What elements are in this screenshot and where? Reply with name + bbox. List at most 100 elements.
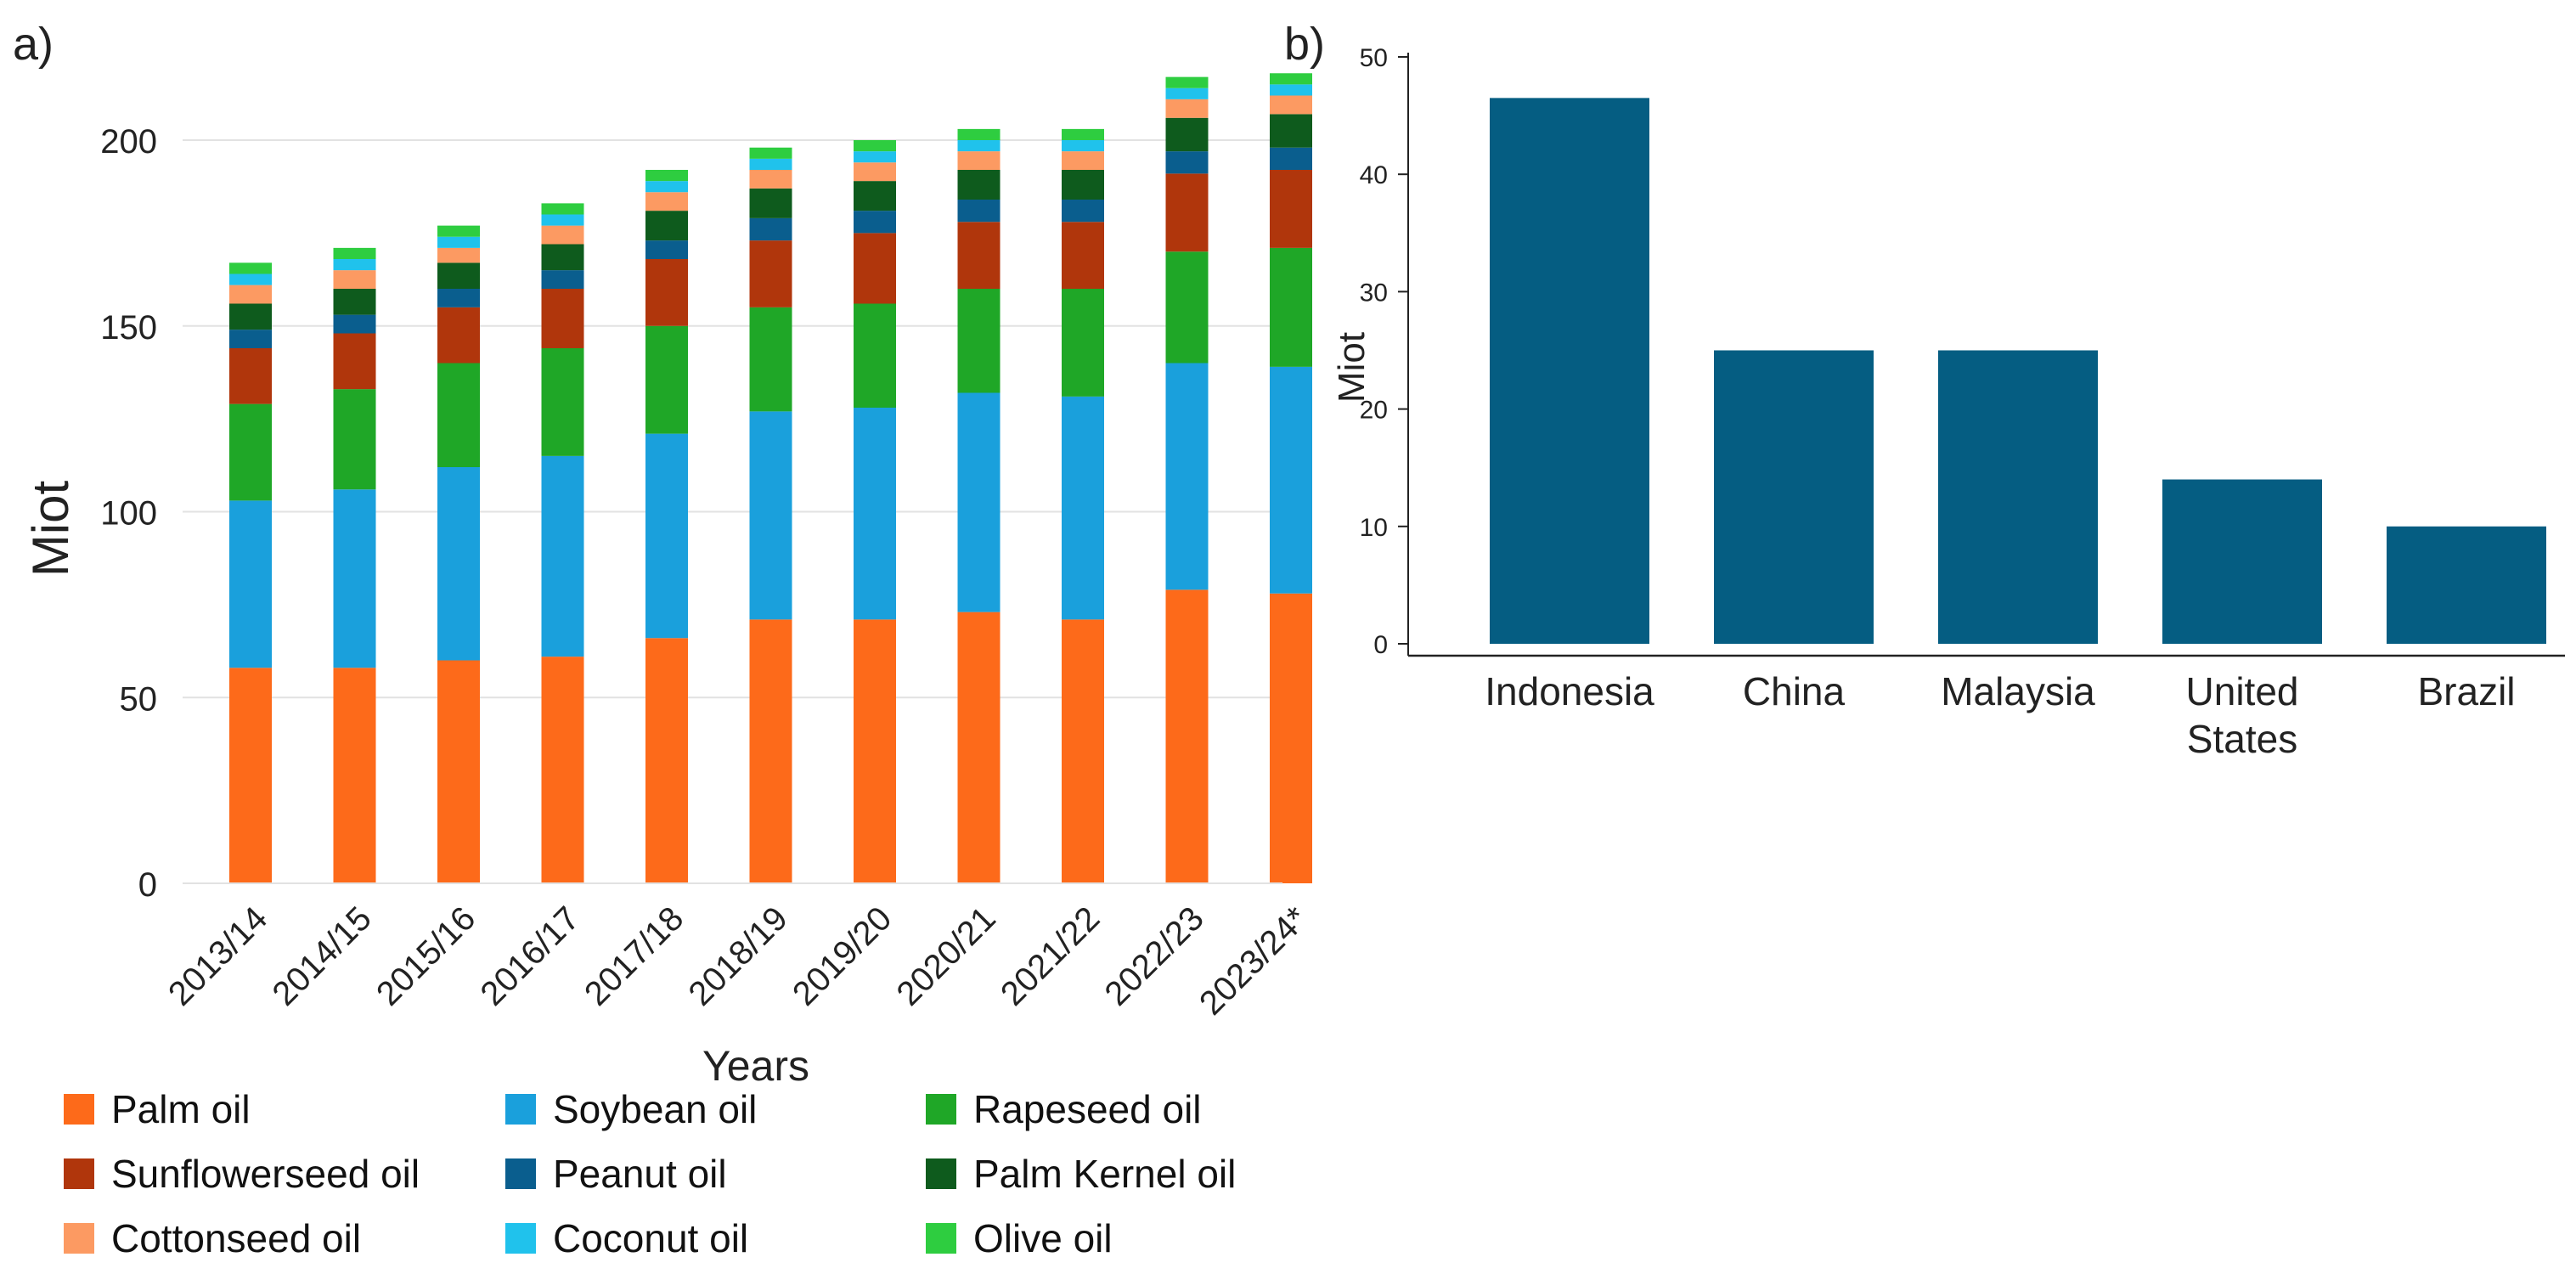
bar-peanut-oil-2013-14 bbox=[229, 330, 272, 348]
bar-sunflowerseed-oil-2019-20 bbox=[854, 233, 896, 304]
bar-stack-2015-16 bbox=[437, 225, 480, 883]
panel-b-y-ticks: 0 10 20 30 40 50 bbox=[1360, 44, 1408, 659]
bar-cottonseed-oil-2023-24 bbox=[1270, 95, 1312, 115]
x-tick-label-2013-14: 2013/14 bbox=[161, 899, 274, 1012]
bar-sunflowerseed-oil-2014-15 bbox=[333, 333, 376, 390]
y-tick-label-50: 50 bbox=[1360, 44, 1388, 72]
bar-peanut-oil-2018-19 bbox=[749, 217, 792, 241]
bar-olive-oil-2017-18 bbox=[645, 170, 688, 182]
bar-olive-oil-2014-15 bbox=[333, 247, 376, 259]
bar-palm-oil-2017-18 bbox=[645, 638, 688, 883]
x-tick-label-2015-16: 2015/16 bbox=[369, 899, 482, 1012]
legend-swatch-peanut-oil bbox=[505, 1158, 536, 1189]
x-tick-label-2017-18: 2017/18 bbox=[578, 899, 691, 1012]
y-tick-label-0: 0 bbox=[1373, 631, 1388, 659]
legend-item-olive-oil: Olive oil bbox=[926, 1216, 1113, 1260]
bar-olive-oil-2020-21 bbox=[957, 128, 1001, 140]
bar-cottonseed-oil-2016-17 bbox=[541, 225, 584, 245]
bar-sunflowerseed-oil-2022-23 bbox=[1165, 173, 1209, 252]
bar-cottonseed-oil-2017-18 bbox=[645, 192, 688, 211]
bar-olive-oil-2015-16 bbox=[437, 225, 480, 237]
bar-coconut-oil-2017-18 bbox=[645, 181, 688, 193]
bar-coconut-oil-2023-24 bbox=[1270, 84, 1312, 96]
bar-peanut-oil-2015-16 bbox=[437, 289, 480, 307]
legend-swatch-sunflowerseed-oil bbox=[64, 1158, 94, 1189]
legend-label-coconut-oil: Coconut oil bbox=[553, 1216, 748, 1260]
bar-olive-oil-2013-14 bbox=[229, 262, 272, 274]
legend-item-soybean-oil: Soybean oil bbox=[505, 1087, 757, 1131]
x-tick-label-brazil: Brazil bbox=[2417, 669, 2515, 713]
bar-palm-kernel-oil-2013-14 bbox=[229, 303, 272, 330]
bar-palm-kernel-oil-2017-18 bbox=[645, 211, 688, 241]
bar-peanut-oil-2022-23 bbox=[1165, 151, 1209, 174]
panel-b-label: b) bbox=[1284, 19, 1325, 70]
bar-rapeseed-oil-2015-16 bbox=[437, 363, 480, 467]
y-tick-label-100: 100 bbox=[100, 495, 157, 533]
bar-olive-oil-2018-19 bbox=[749, 147, 792, 159]
bar-rapeseed-oil-2021-22 bbox=[1062, 289, 1104, 397]
legend-item-palm-kernel-oil: Palm Kernel oil bbox=[926, 1152, 1236, 1196]
bar-peanut-oil-2021-22 bbox=[1062, 200, 1104, 223]
panel-a-label: a) bbox=[13, 19, 54, 70]
bar-coconut-oil-2021-22 bbox=[1062, 140, 1104, 152]
bar-china bbox=[1714, 350, 1874, 644]
bar-sunflowerseed-oil-2018-19 bbox=[749, 240, 792, 307]
bar-olive-oil-2022-23 bbox=[1165, 76, 1209, 88]
panel-a-bars bbox=[229, 73, 1312, 883]
bar-stack-2019-20 bbox=[854, 140, 896, 883]
x-tick-label-2018-19: 2018/19 bbox=[682, 899, 795, 1012]
bar-olive-oil-2016-17 bbox=[541, 203, 584, 215]
bar-soybean-oil-2023-24 bbox=[1270, 366, 1312, 594]
bar-cottonseed-oil-2015-16 bbox=[437, 247, 480, 263]
bar-coconut-oil-2014-15 bbox=[333, 259, 376, 271]
bar-rapeseed-oil-2018-19 bbox=[749, 307, 792, 412]
bar-malaysia bbox=[1938, 350, 2098, 644]
bar-stack-2020-21 bbox=[957, 128, 1001, 883]
bar-palm-kernel-oil-2015-16 bbox=[437, 262, 480, 289]
panel-a-y-axis-label: Miot bbox=[22, 481, 79, 578]
bar-stack-2021-22 bbox=[1062, 128, 1104, 883]
bar-soybean-oil-2015-16 bbox=[437, 467, 480, 661]
bar-peanut-oil-2019-20 bbox=[854, 211, 896, 234]
bar-cottonseed-oil-2021-22 bbox=[1062, 151, 1104, 170]
bar-cottonseed-oil-2020-21 bbox=[957, 151, 1001, 170]
bar-cottonseed-oil-2014-15 bbox=[333, 270, 376, 289]
bar-palm-kernel-oil-2014-15 bbox=[333, 289, 376, 315]
legend-swatch-palm-oil bbox=[64, 1094, 94, 1125]
bar-palm-oil-2014-15 bbox=[333, 668, 376, 883]
legend-swatch-rapeseed-oil bbox=[926, 1094, 956, 1125]
bar-palm-oil-2022-23 bbox=[1165, 589, 1209, 883]
legend-item-peanut-oil: Peanut oil bbox=[505, 1152, 727, 1196]
legend-swatch-soybean-oil bbox=[505, 1094, 536, 1125]
bar-stack-2018-19 bbox=[749, 147, 792, 883]
bar-coconut-oil-2018-19 bbox=[749, 158, 792, 170]
legend-item-coconut-oil: Coconut oil bbox=[505, 1216, 748, 1260]
bar-soybean-oil-2018-19 bbox=[749, 411, 792, 620]
x-tick-label-indonesia: Indonesia bbox=[1485, 669, 1654, 713]
bar-peanut-oil-2020-21 bbox=[957, 200, 1001, 223]
bar-palm-oil-2015-16 bbox=[437, 660, 480, 883]
bar-rapeseed-oil-2013-14 bbox=[229, 403, 272, 501]
panel-a-legend: Palm oil Soybean oil Rapeseed oil Sunflower… bbox=[64, 1087, 1236, 1260]
bar-palm-oil-2016-17 bbox=[541, 657, 584, 883]
bar-sunflowerseed-oil-2020-21 bbox=[957, 222, 1001, 289]
y-tick-label-50: 50 bbox=[120, 680, 158, 718]
bar-stack-2017-18 bbox=[645, 170, 688, 883]
legend-item-palm-oil: Palm oil bbox=[64, 1087, 251, 1131]
panel-b-y-axis-label: Miot bbox=[1331, 332, 1373, 403]
y-tick-label-30: 30 bbox=[1360, 279, 1388, 307]
bar-peanut-oil-2014-15 bbox=[333, 314, 376, 334]
bar-palm-kernel-oil-2020-21 bbox=[957, 170, 1001, 200]
bar-stack-2022-23 bbox=[1165, 76, 1209, 883]
legend-label-peanut-oil: Peanut oil bbox=[553, 1152, 727, 1196]
bar-coconut-oil-2019-20 bbox=[854, 151, 896, 163]
bar-rapeseed-oil-2014-15 bbox=[333, 389, 376, 490]
bar-palm-oil-2018-19 bbox=[749, 619, 792, 883]
bar-cottonseed-oil-2019-20 bbox=[854, 162, 896, 182]
bar-palm-oil-2021-22 bbox=[1062, 619, 1104, 883]
x-tick-label-2023-24: 2023/24* bbox=[1192, 899, 1315, 1022]
bar-indonesia bbox=[1490, 98, 1649, 645]
y-tick-label-200: 200 bbox=[100, 123, 157, 161]
bar-soybean-oil-2014-15 bbox=[333, 489, 376, 668]
bar-palm-oil-2013-14 bbox=[229, 668, 272, 883]
